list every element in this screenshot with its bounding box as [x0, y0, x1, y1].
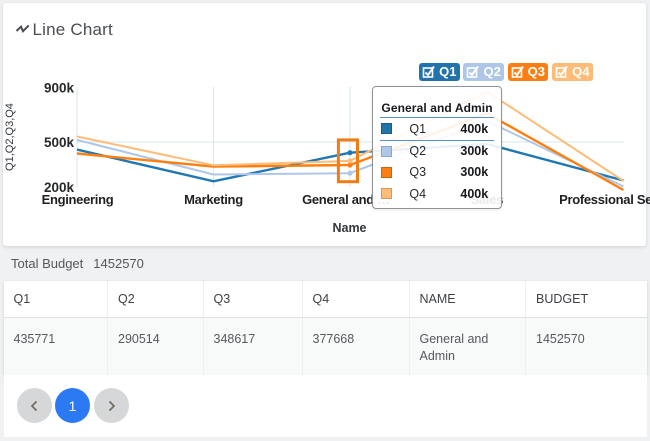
svg-text:Professional Services: Professional Services: [559, 192, 650, 207]
svg-text:500k: 500k: [43, 135, 74, 150]
svg-text:Engineering: Engineering: [41, 192, 113, 207]
svg-text:200k: 200k: [43, 180, 74, 195]
svg-text:Marketing: Marketing: [184, 192, 243, 207]
svg-text:Name: Name: [332, 221, 366, 235]
svg-text:General and …: General and …: [302, 192, 390, 207]
svg-text:Q1,Q2,Q3,Q4: Q1,Q2,Q3,Q4: [4, 103, 16, 171]
svg-text:900k: 900k: [43, 81, 74, 96]
